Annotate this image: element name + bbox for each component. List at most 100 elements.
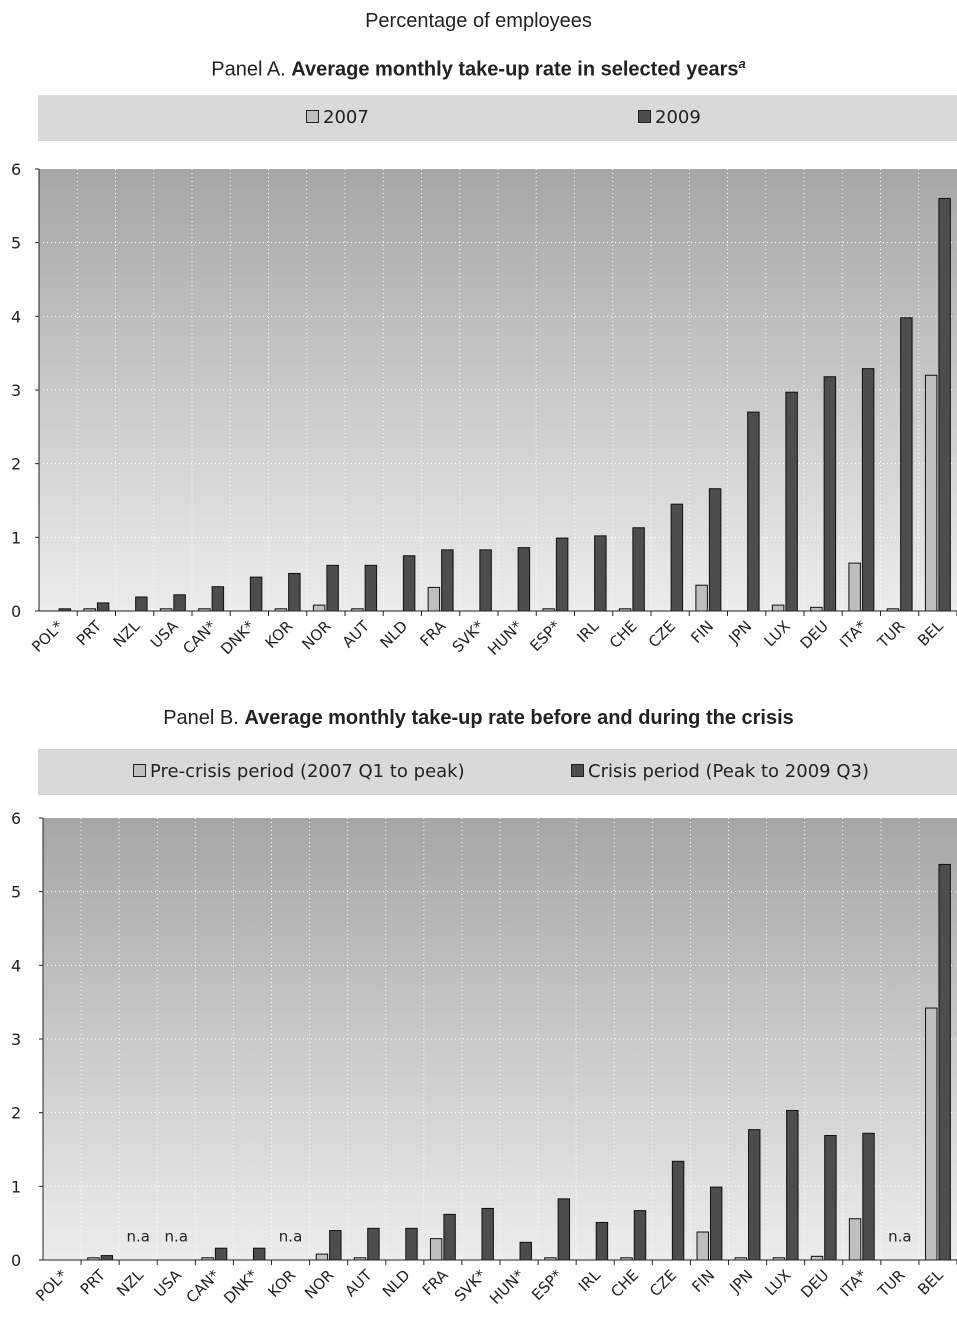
bar-crisis-period-peak-to-2009-q3-prt xyxy=(100,1255,114,1261)
y-tick-label: 1 xyxy=(11,1177,21,1196)
bar-crisis-period-peak-to-2009-q3-irl xyxy=(595,1221,609,1261)
y-tick-label: 0 xyxy=(11,602,21,621)
bar-2007-ita xyxy=(848,562,861,612)
y-tick-label: 6 xyxy=(11,160,21,179)
bar-2009-che xyxy=(632,527,645,612)
y-tick-label: 4 xyxy=(11,307,21,326)
x-tick-label-aut: AUT xyxy=(339,617,374,652)
bar-crisis-period-peak-to-2009-q3-aut xyxy=(367,1227,380,1261)
x-tick-label-aut: AUT xyxy=(341,1266,376,1301)
x-tick-label-fin: FIN xyxy=(687,617,717,647)
x-tick-label-deu: DEU xyxy=(797,1266,832,1301)
annotation-na-nzl: n.a xyxy=(126,1228,149,1246)
x-tick-label-nzl: NZL xyxy=(110,617,144,651)
bar-crisis-period-peak-to-2009-q3-ita xyxy=(862,1132,875,1261)
bar-crisis-period-peak-to-2009-q3-hun xyxy=(519,1241,532,1261)
bar-2009-fin xyxy=(708,488,722,612)
bar-pre-crisis-period-2007-q1-to-peak-deu xyxy=(810,1255,824,1261)
bar-2009-deu xyxy=(823,376,837,612)
x-tick-label-nzl: NZL xyxy=(113,1266,147,1300)
x-tick-label-ita: ITA* xyxy=(837,1266,871,1300)
bar-2007-deu xyxy=(810,606,823,612)
bar-2009-lux xyxy=(785,391,798,612)
annotation-na-kor: n.a xyxy=(279,1228,302,1246)
legend-label-crisis: Crisis period (Peak to 2009 Q3) xyxy=(588,761,869,782)
bar-crisis-period-peak-to-2009-q3-svk xyxy=(481,1207,494,1261)
panel-b-title-prefix: Panel B. xyxy=(163,707,245,729)
x-tick-label-bel: BEL xyxy=(914,1266,947,1299)
bar-2009-can xyxy=(211,586,225,612)
bar-2007-fra xyxy=(427,586,441,612)
x-tick-label-jpn: JPN xyxy=(725,617,756,648)
legend-label-2009: 2009 xyxy=(655,107,701,128)
bar-2009-kor xyxy=(288,572,301,612)
bar-crisis-period-peak-to-2009-q3-deu xyxy=(824,1135,837,1261)
bar-crisis-period-peak-to-2009-q3-nld xyxy=(405,1227,418,1261)
bar-pre-crisis-period-2007-q1-to-peak-bel xyxy=(925,1007,938,1261)
bar-2009-ita xyxy=(861,368,875,612)
bar-pre-crisis-period-2007-q1-to-peak-fra xyxy=(429,1238,443,1261)
x-tick-label-hun: HUN* xyxy=(486,1266,528,1308)
x-tick-label-lux: LUX xyxy=(761,1266,794,1299)
bar-crisis-period-peak-to-2009-q3-bel xyxy=(938,863,951,1261)
bar-2009-jpn xyxy=(747,411,760,612)
x-tick-label-dnk: DNK* xyxy=(220,1266,261,1307)
bar-crisis-period-peak-to-2009-q3-cze xyxy=(671,1160,685,1261)
panel-a-title-superscript: a xyxy=(738,56,746,71)
x-tick-label-svk: SVK* xyxy=(451,1266,490,1305)
bar-crisis-period-peak-to-2009-q3-nor xyxy=(329,1230,342,1261)
x-tick-label-pol: POL* xyxy=(32,1266,71,1305)
x-tick-label-tur: TUR xyxy=(874,1266,909,1301)
panel-a-title-prefix: Panel A. xyxy=(211,58,292,81)
legend-item-2009: 2009 xyxy=(638,95,701,141)
legend-item-crisis: Crisis period (Peak to 2009 Q3) xyxy=(571,749,869,795)
bar-2009-usa xyxy=(173,594,186,612)
y-tick-label: 0 xyxy=(11,1251,21,1270)
x-tick-label-fra: FRA xyxy=(416,617,450,651)
bar-crisis-period-peak-to-2009-q3-che xyxy=(633,1210,647,1261)
bar-2009-bel xyxy=(938,197,951,612)
x-tick-label-esp: ESP* xyxy=(526,617,564,655)
bar-2009-nzl xyxy=(135,596,148,612)
x-tick-label-cze: CZE xyxy=(646,1266,680,1300)
panel-a-title: Panel A. Average monthly take-up rate in… xyxy=(0,56,957,82)
x-tick-label-tur: TUR xyxy=(873,617,908,652)
bar-2009-nor xyxy=(326,564,339,612)
x-tick-label-cze: CZE xyxy=(645,617,679,651)
x-tick-label-prt: PRT xyxy=(73,617,106,650)
legend-label-pre-crisis: Pre-crisis period (2007 Q1 to peak) xyxy=(150,761,465,782)
annotation-na-tur: n.a xyxy=(888,1228,911,1246)
x-tick-label-usa: USA xyxy=(150,1266,185,1301)
bar-2007-bel xyxy=(924,374,938,612)
bar-2009-svk xyxy=(479,549,492,612)
x-tick-label-can: CAN* xyxy=(183,1266,224,1307)
x-tick-label-nor: NOR xyxy=(301,1266,337,1302)
y-tick-label: 2 xyxy=(11,1104,21,1123)
bar-2009-nld xyxy=(402,555,416,612)
bar-crisis-period-peak-to-2009-q3-dnk xyxy=(252,1247,266,1261)
x-tick-label-hun: HUN* xyxy=(484,617,526,659)
x-tick-label-irl: IRL xyxy=(575,1266,605,1296)
y-tick-label: 1 xyxy=(11,528,21,547)
y-tick-label: 5 xyxy=(11,234,21,253)
panel-b-legend: Pre-crisis period (2007 Q1 to peak) Cris… xyxy=(38,749,957,795)
panel-a-title-main: Average monthly take-up rate in selected… xyxy=(291,58,739,81)
x-tick-label-pol: POL* xyxy=(28,617,67,656)
bar-crisis-period-peak-to-2009-q3-fra xyxy=(443,1213,456,1261)
bar-crisis-period-peak-to-2009-q3-esp xyxy=(557,1198,571,1261)
x-tick-label-deu: DEU xyxy=(797,617,832,652)
x-tick-label-esp: ESP* xyxy=(528,1266,566,1304)
bar-pre-crisis-period-2007-q1-to-peak-nor xyxy=(315,1253,329,1261)
bar-crisis-period-peak-to-2009-q3-jpn xyxy=(748,1129,761,1261)
bar-2007-lux xyxy=(771,604,785,612)
chart-main-title: Percentage of employees xyxy=(365,10,592,32)
bar-2009-cze xyxy=(670,503,684,612)
x-tick-label-ita: ITA* xyxy=(836,617,870,651)
x-tick-label-svk: SVK* xyxy=(449,617,488,656)
bar-crisis-period-peak-to-2009-q3-can xyxy=(214,1247,228,1261)
legend-swatch-2007 xyxy=(306,109,319,123)
x-tick-label-fin: FIN xyxy=(688,1266,718,1296)
x-tick-label-fra: FRA xyxy=(419,1266,453,1300)
bar-2007-nor xyxy=(312,604,326,612)
